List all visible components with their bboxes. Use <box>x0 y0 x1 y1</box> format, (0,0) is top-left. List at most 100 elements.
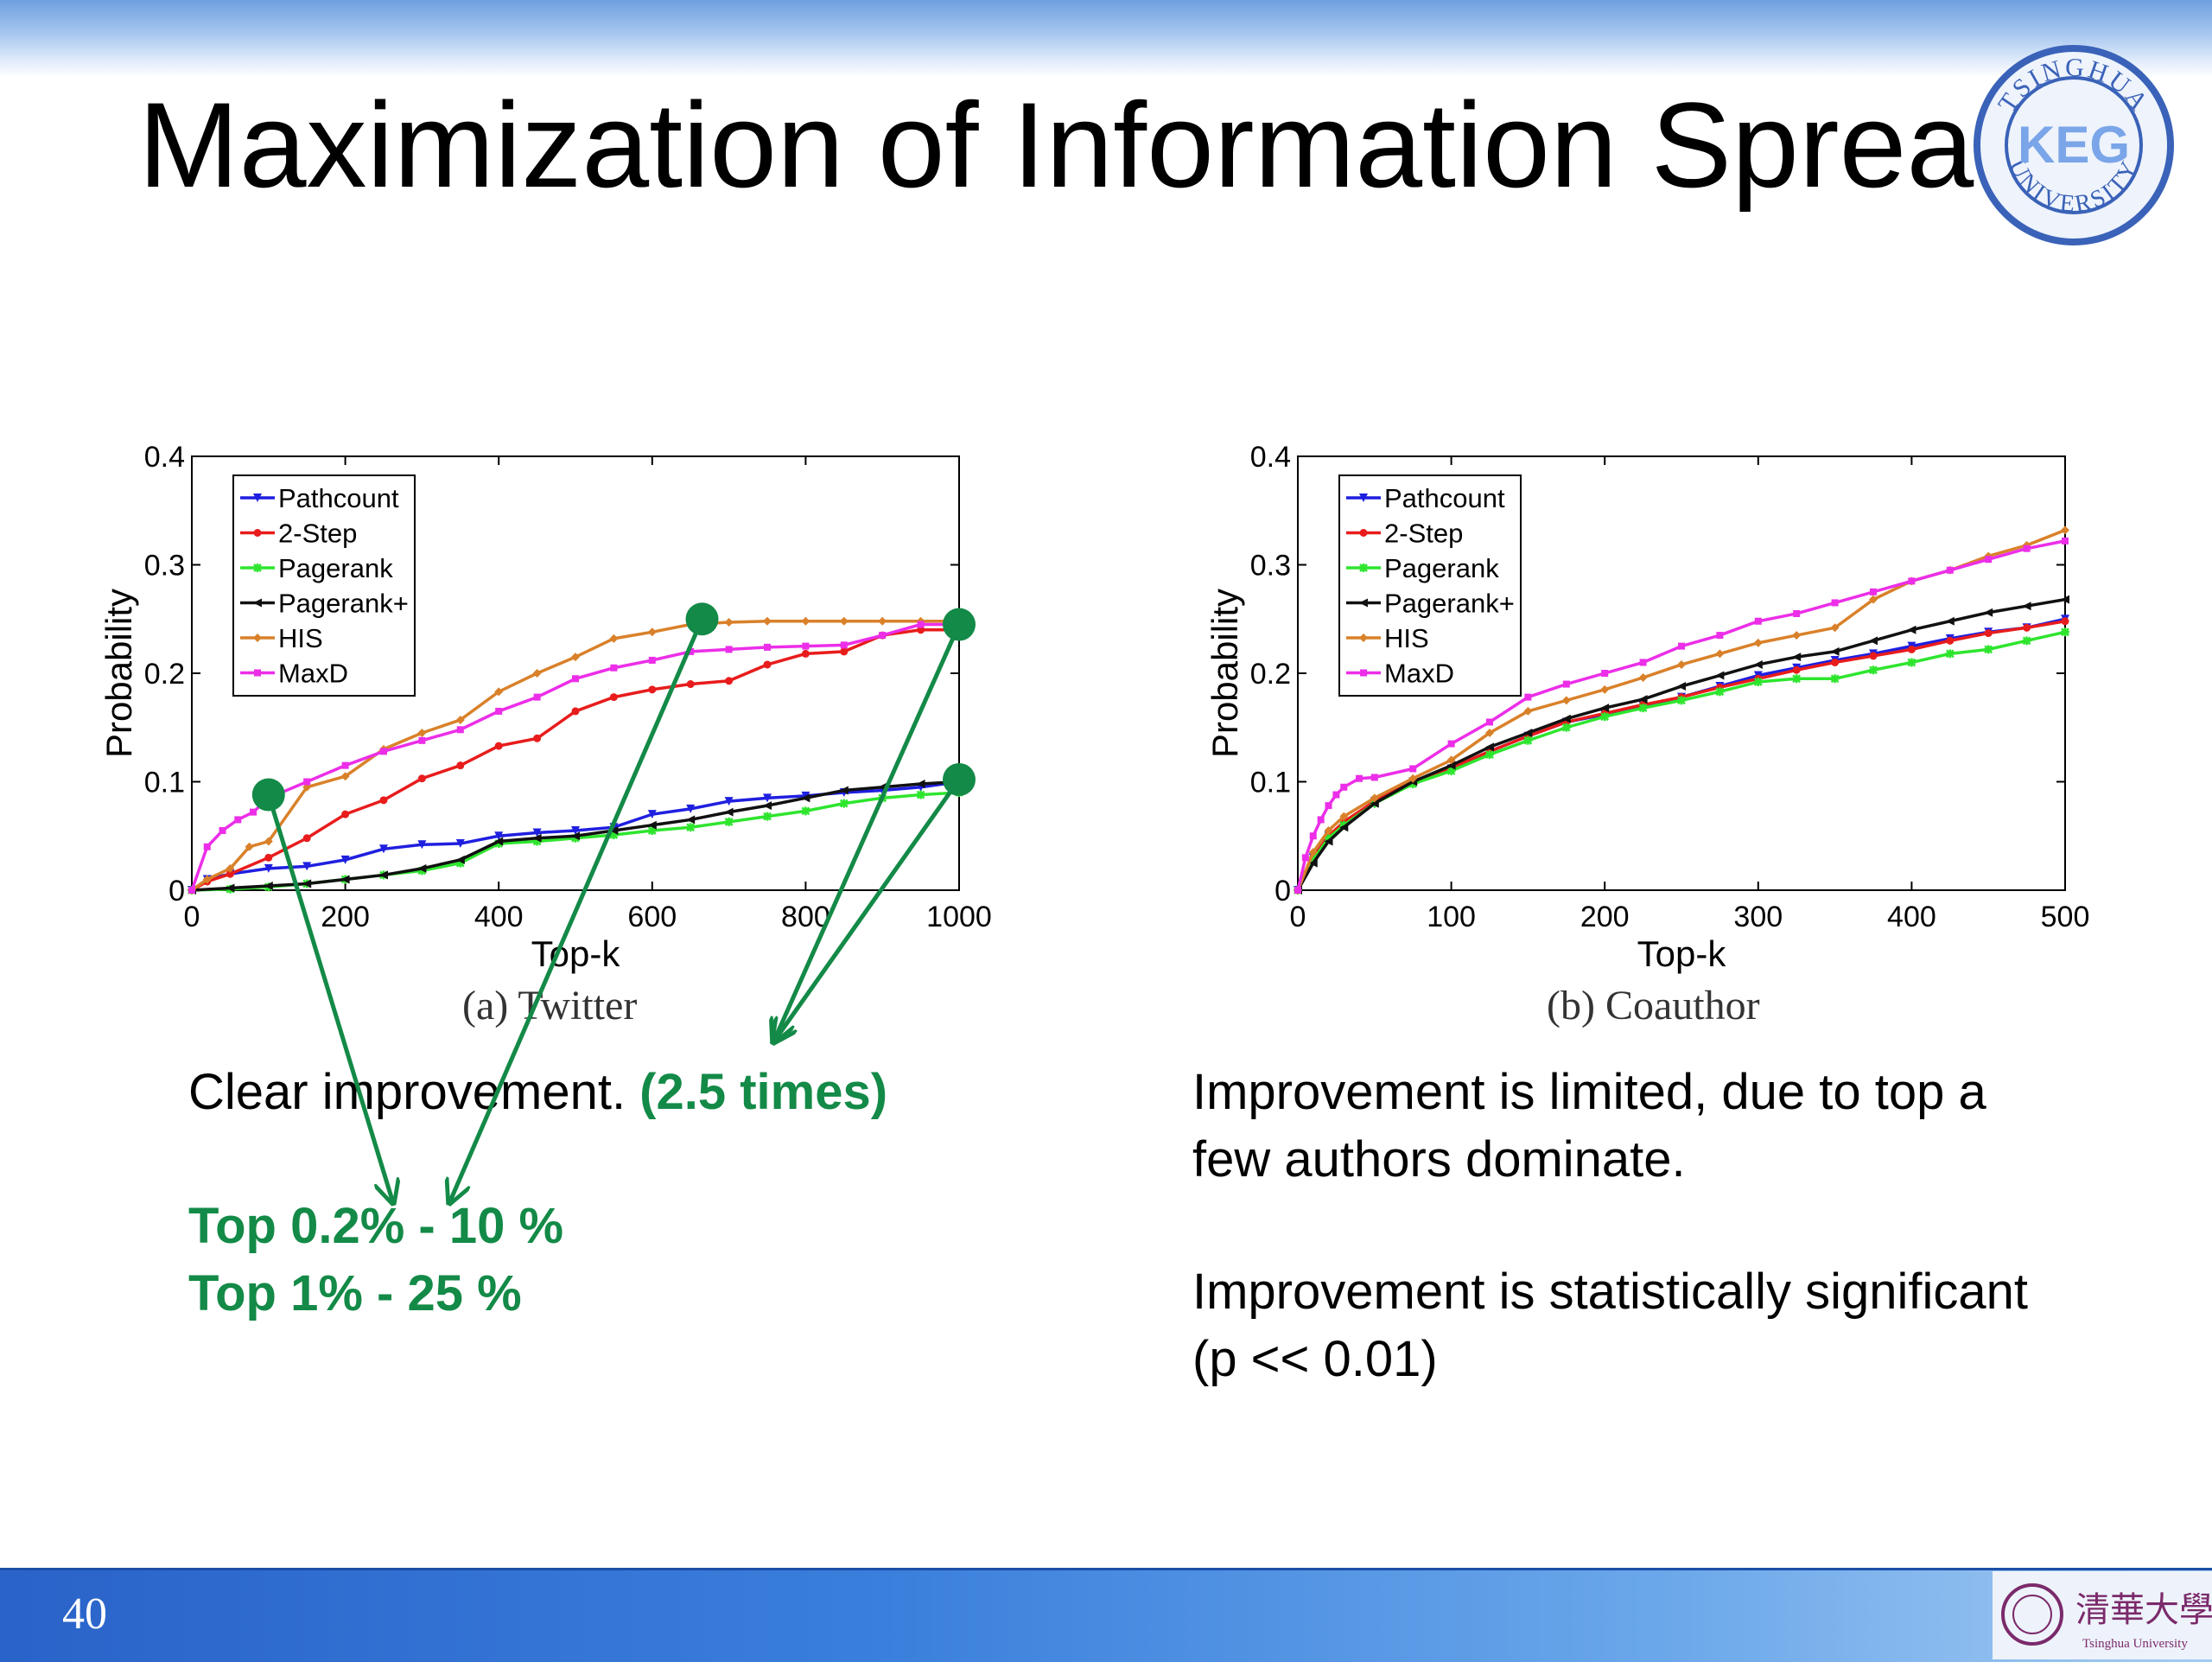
data-point-2-step <box>264 853 273 862</box>
data-point-maxd <box>1370 774 1378 781</box>
data-point-2-step <box>686 680 695 689</box>
data-point-pagerank <box>1945 616 1955 626</box>
footer-logo-text: 清華大學 <box>2075 1590 2212 1630</box>
data-point-his <box>1339 812 1349 821</box>
data-point-maxd <box>1447 740 1455 748</box>
y-tick-label: 0.4 <box>1250 441 1291 474</box>
data-point-pagerank <box>878 793 887 803</box>
data-point-pagerank <box>763 801 772 811</box>
data-point-2-step <box>226 869 234 878</box>
data-point-pagerank <box>724 817 734 826</box>
x-tick-label: 600 <box>627 901 677 933</box>
data-point-maxd <box>533 693 541 701</box>
legend-label: 2-Step <box>278 519 357 549</box>
data-point-pagerank <box>1339 823 1349 832</box>
data-point-pagerank <box>1792 674 1802 684</box>
data-point-pagerank <box>916 790 925 799</box>
data-point-pagerank <box>1715 687 1725 697</box>
data-point-maxd <box>687 647 695 655</box>
data-point-his <box>1830 623 1840 633</box>
legend-box <box>232 474 416 697</box>
top-02-note: Top 0.2% - 10 % <box>188 1198 564 1254</box>
right-note-line-3: Improvement is statistically significant <box>1192 1264 2028 1320</box>
data-point-pagerank <box>1370 799 1379 808</box>
data-point-his <box>1638 673 1648 683</box>
data-point-2-step <box>840 647 849 656</box>
data-point-pagerank <box>1324 837 1333 846</box>
data-point-his <box>1523 706 1533 716</box>
data-point-his <box>878 616 887 626</box>
data-point-maxd <box>1870 588 1877 595</box>
legend-label: MaxD <box>278 659 348 689</box>
data-point-maxd <box>1356 774 1363 782</box>
y-tick-label: 0 <box>168 875 185 907</box>
data-point-his <box>1753 638 1763 647</box>
data-point-pagerank <box>417 863 427 873</box>
data-point-2-step <box>648 685 657 694</box>
left-note-bold: (2.5 times) <box>639 1064 888 1120</box>
data-point-maxd <box>1678 642 1685 650</box>
legend-label: Pagerank <box>1384 553 1499 583</box>
top-1-note: Top 1% - 25 % <box>188 1265 522 1321</box>
data-point-pagerank <box>763 812 772 821</box>
data-point-maxd <box>1908 577 1916 585</box>
legend-marker <box>1360 669 1367 677</box>
data-point-pagerank <box>1677 682 1686 691</box>
data-point-maxd <box>1409 765 1417 773</box>
data-point-his <box>1715 649 1725 659</box>
data-point-pagerank <box>1984 608 1993 617</box>
legend-label: Pagerank+ <box>1384 589 1515 619</box>
data-point-maxd <box>648 656 656 664</box>
data-point-maxd <box>1340 783 1348 791</box>
legend-marker <box>1359 598 1368 608</box>
data-point-pagerank <box>1638 704 1648 713</box>
chart-twitter: 0 200 400 600 800 1000 0 0.1 0.2 0.3 0.4 Top-k Proba… <box>99 441 992 974</box>
data-point-pagerank <box>686 823 696 832</box>
data-point-pagerank <box>1792 653 1802 662</box>
data-point-pagerank <box>1753 659 1763 669</box>
data-point-maxd <box>1486 718 1493 726</box>
data-point-maxd <box>572 675 579 683</box>
data-point-maxd <box>1301 854 1309 862</box>
data-point-maxd <box>380 748 387 755</box>
right-note-line-4: (p << 0.01) <box>1192 1331 1438 1387</box>
chart-coauthor: 0 100 200 300 400 500 0 0.1 0.2 0.3 0.4 Top-k Probab… <box>1205 441 2089 974</box>
data-point-maxd <box>2023 544 2031 552</box>
data-point-pagerank <box>1308 858 1318 868</box>
left-note: Clear improvement. (2.5 times) <box>188 1059 887 1126</box>
data-point-maxd <box>725 646 733 653</box>
data-point-2-step <box>1946 636 1955 645</box>
data-point-his <box>202 875 212 884</box>
data-point-his <box>801 616 810 626</box>
data-point-maxd <box>1524 693 1532 701</box>
data-point-2-step <box>494 742 503 750</box>
data-point-his <box>1308 848 1318 857</box>
data-point-pagerank <box>2061 627 2069 637</box>
data-point-maxd <box>341 761 349 769</box>
x-tick-label: 0 <box>1290 901 1306 933</box>
legend-marker <box>1359 564 1368 572</box>
data-point-2-step <box>2061 617 2069 626</box>
data-point-maxd <box>1946 566 1954 574</box>
data-point-maxd <box>1562 680 1570 688</box>
y-tick-label: 0.3 <box>1250 550 1291 583</box>
x-tick-label: 0 <box>184 901 200 933</box>
legend-label: HIS <box>278 623 323 653</box>
data-point-pagerank <box>226 883 235 893</box>
legend-marker <box>253 564 262 572</box>
data-point-his <box>1869 595 1878 604</box>
slide-title: Maximization of Information Spread <box>138 77 2042 213</box>
data-point-maxd <box>610 664 618 672</box>
x-tick-label: 200 <box>321 901 370 933</box>
data-point-pagerank <box>1600 712 1610 722</box>
data-point-2-step <box>1907 645 1916 653</box>
caption-twitter: (a) Twitter <box>462 983 638 1028</box>
data-point-maxd <box>1793 609 1801 617</box>
x-tick-label: 800 <box>781 901 830 933</box>
data-point-his <box>724 618 734 627</box>
data-point-his <box>1600 685 1610 694</box>
data-point-maxd <box>1317 816 1325 824</box>
data-point-maxd <box>1831 599 1839 607</box>
legend-label: Pagerank+ <box>278 589 409 619</box>
data-point-maxd <box>840 641 848 649</box>
